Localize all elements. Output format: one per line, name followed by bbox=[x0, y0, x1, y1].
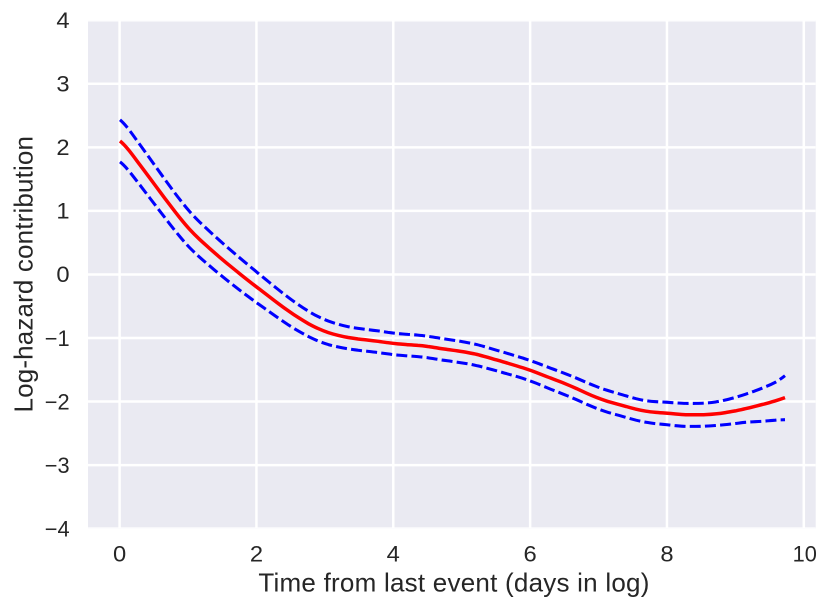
svg-text:−3: −3 bbox=[45, 453, 70, 478]
svg-text:6: 6 bbox=[524, 542, 537, 567]
svg-text:2: 2 bbox=[250, 542, 263, 567]
svg-text:Log-hazard contribution: Log-hazard contribution bbox=[8, 136, 38, 413]
svg-text:0: 0 bbox=[113, 542, 126, 567]
svg-text:−1: −1 bbox=[45, 326, 70, 351]
svg-text:1: 1 bbox=[56, 199, 69, 224]
svg-text:8: 8 bbox=[660, 542, 673, 567]
svg-text:Time from last event (days in: Time from last event (days in log) bbox=[258, 568, 649, 598]
svg-text:−4: −4 bbox=[45, 516, 70, 541]
svg-text:−2: −2 bbox=[45, 389, 70, 414]
svg-text:3: 3 bbox=[56, 72, 69, 97]
svg-text:2: 2 bbox=[56, 135, 69, 160]
svg-text:10: 10 bbox=[793, 542, 817, 567]
svg-text:4: 4 bbox=[387, 542, 400, 567]
svg-text:4: 4 bbox=[56, 8, 69, 33]
svg-text:0: 0 bbox=[56, 262, 69, 287]
